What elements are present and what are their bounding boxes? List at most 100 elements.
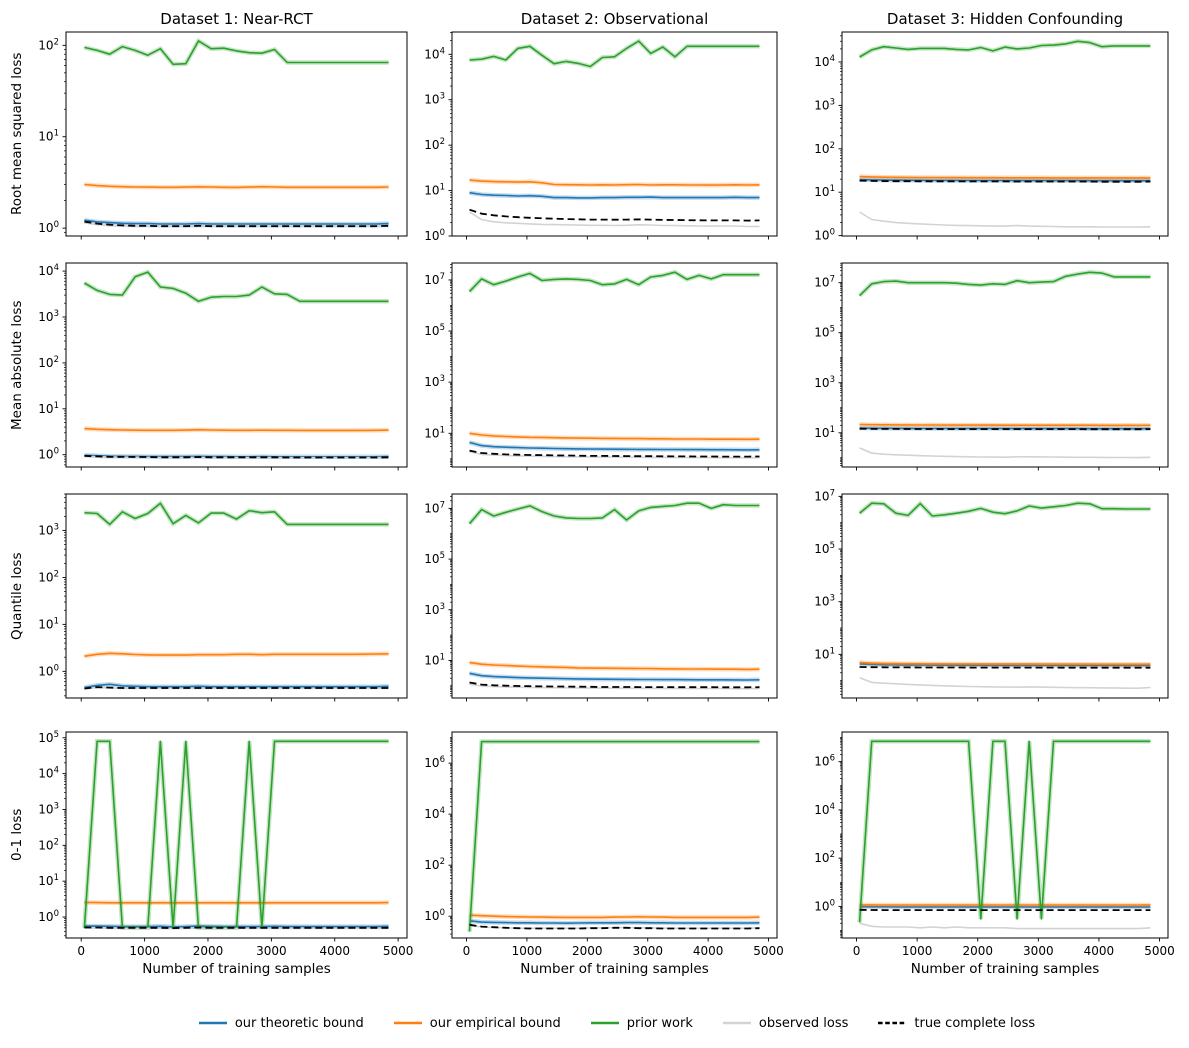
line-observed-loss xyxy=(469,683,760,690)
line-prior-work xyxy=(859,271,1151,297)
line-true-complete-loss xyxy=(859,427,1151,431)
axes-box xyxy=(451,731,778,939)
subplot-row1-col1: 101 103 105 107 xyxy=(396,257,783,479)
y-tick-label: 101 xyxy=(814,425,835,440)
axes-box xyxy=(841,262,1169,468)
y-tick-label: 102 xyxy=(814,850,835,865)
band-prior-work xyxy=(857,739,1151,923)
line-observed-loss xyxy=(859,676,1151,689)
y-tick-label: 100 xyxy=(38,663,59,678)
line-our-empirical-bound xyxy=(859,661,1151,666)
y-tick-label: 103 xyxy=(38,309,59,324)
line-our-empirical-bound xyxy=(469,914,760,919)
y-tick-label: 100 xyxy=(38,220,59,235)
series-group xyxy=(82,739,389,931)
column-title-dataset-1: Dataset 1: Near-RCT xyxy=(160,10,313,28)
subplot-row0-col0: 100 101 102 xyxy=(10,26,413,248)
axes-box xyxy=(65,493,408,699)
y-tick-label: 100 xyxy=(424,908,445,923)
y-tick-label: 101 xyxy=(814,646,835,661)
y-tick-label: 100 xyxy=(814,898,835,913)
y-tick-label: 100 xyxy=(38,909,59,924)
band-prior-work xyxy=(467,739,760,932)
x-tick-label: 2000 xyxy=(572,944,603,958)
series-group xyxy=(857,739,1151,930)
y-tick-label: 102 xyxy=(38,837,59,852)
plot-canvas: 101 103 105 107 xyxy=(814,488,1169,702)
x-tick-label: 4000 xyxy=(693,944,724,958)
line-true-complete-loss xyxy=(84,926,389,930)
band-prior-work xyxy=(83,37,389,67)
line-prior-work xyxy=(84,502,389,526)
x-axis-label-col1: Number of training samples xyxy=(142,961,331,977)
subplot-row0-col1: 100 101 102 103 104 xyxy=(396,26,783,248)
legend-line-our-theoretic-bound xyxy=(198,1021,227,1025)
y-tick-label: 107 xyxy=(814,275,835,290)
line-true-complete-loss xyxy=(859,666,1151,669)
y-tick-label: 106 xyxy=(424,755,445,770)
axes-box xyxy=(451,262,778,468)
y-tick-label: 103 xyxy=(814,594,835,609)
line-observed-loss xyxy=(859,922,1151,930)
plot-canvas: 100 101 102 xyxy=(38,31,408,240)
series-group xyxy=(84,499,389,690)
plot-canvas: 100 101 102 103 xyxy=(38,493,408,702)
line-prior-work xyxy=(468,740,760,932)
y-tick-label: 104 xyxy=(814,802,835,817)
line-our-empirical-bound xyxy=(859,175,1151,179)
line-true-complete-loss xyxy=(84,220,389,228)
band-prior-work xyxy=(467,269,760,294)
y-tick-label: 105 xyxy=(814,325,835,340)
line-true-complete-loss xyxy=(469,923,760,930)
plot-canvas: 100 101 102 103 104 xyxy=(814,31,1169,243)
line-our-empirical-bound xyxy=(859,423,1151,427)
line-prior-work xyxy=(83,271,389,303)
series-group xyxy=(467,500,760,690)
axes-box xyxy=(65,262,408,468)
y-tick-label: 102 xyxy=(424,857,445,872)
y-tick-label: 107 xyxy=(814,488,835,503)
legend-item-our-theoretic-bound: our theoretic bound xyxy=(198,1015,364,1031)
series-group xyxy=(467,269,760,459)
series-group xyxy=(858,270,1151,459)
y-tick-label: 104 xyxy=(38,263,59,278)
axes-box xyxy=(841,731,1169,939)
y-tick-label: 103 xyxy=(38,523,59,538)
y-tick-label: 105 xyxy=(424,551,445,566)
plot-canvas: 101 103 105 107 xyxy=(424,493,778,702)
subplot-row3-col2: 100 102 104 106 0 1000 2000 3000 4000 5000 xyxy=(786,726,1174,966)
axes-box xyxy=(841,31,1169,237)
x-tick-label: 4000 xyxy=(319,944,350,958)
series-group xyxy=(467,739,760,932)
subplot-row2-col2: 101 103 105 107 xyxy=(786,488,1174,710)
legend-item-observed-loss: observed loss xyxy=(722,1016,848,1031)
line-our-theoretic-bound xyxy=(469,191,760,199)
y-tick-label: 102 xyxy=(424,137,445,152)
legend-line-observed-loss xyxy=(722,1021,751,1025)
line-our-theoretic-bound xyxy=(469,672,760,681)
subplot-row2-col1: 101 103 105 107 xyxy=(396,488,783,710)
y-tick-label: 104 xyxy=(424,806,445,821)
y-tick-label: 103 xyxy=(814,97,835,112)
y-tick-label: 105 xyxy=(814,541,835,556)
legend-label: our theoretic bound xyxy=(234,1015,364,1031)
axes-box xyxy=(65,731,408,939)
line-our-empirical-bound xyxy=(84,427,389,432)
y-tick-label: 104 xyxy=(814,54,835,69)
subplot-row1-col2: 101 103 105 107 xyxy=(786,257,1174,479)
x-axis-label-col2: Number of training samples xyxy=(520,961,709,977)
line-true-complete-loss xyxy=(469,208,760,222)
x-tick-label: 5000 xyxy=(383,944,413,958)
axes-box xyxy=(451,31,778,237)
y-tick-label: 103 xyxy=(814,375,835,390)
line-our-empirical-bound xyxy=(469,661,760,671)
line-our-empirical-bound xyxy=(84,652,389,657)
line-our-empirical-bound xyxy=(84,183,389,189)
plot-canvas: 100 101 102 103 104 105 0 1000 2000 3000 4000 5000 xyxy=(38,730,413,958)
subplot-row1-col0: 100 101 102 103 104 xyxy=(10,257,413,479)
plot-canvas: 101 103 105 107 xyxy=(814,262,1169,471)
subplot-row3-col0: 100 101 102 103 104 105 0 1000 2000 3000 4000 5000 xyxy=(10,726,413,966)
legend-item-prior-work: prior work xyxy=(590,1016,693,1031)
x-tick-label: 1000 xyxy=(512,944,543,958)
y-tick-label: 101 xyxy=(38,129,59,144)
